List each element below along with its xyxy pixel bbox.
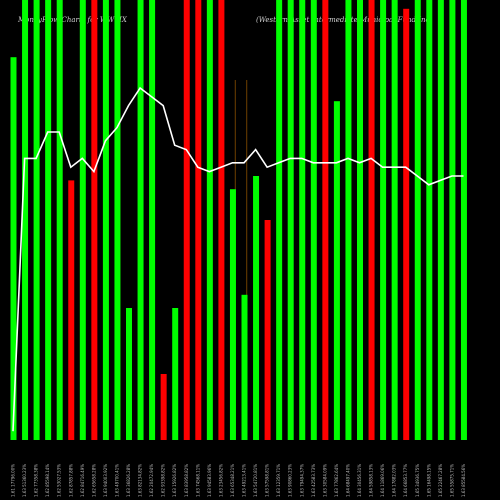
chart-subtitle: (Western Asset Intermediate Municipal Fu… — [256, 16, 433, 24]
bar — [160, 374, 167, 440]
bar — [449, 0, 456, 440]
x-tick-label: 1.63 23456.82% — [218, 464, 223, 497]
x-tick-label: 1.63 74568.11% — [195, 464, 200, 497]
bar — [79, 0, 86, 440]
bar — [380, 0, 387, 440]
x-tick-label: 1.63 51360.23% — [22, 464, 27, 497]
x-tick-label: 1.64 66853.77% — [403, 464, 408, 497]
bar — [426, 0, 433, 440]
bar — [460, 0, 467, 440]
x-tick-label: 1.64 17882.03% — [392, 464, 397, 497]
bar — [195, 0, 202, 440]
x-tick-label: 1.62 85598.14% — [45, 464, 50, 497]
bar — [183, 0, 190, 440]
bar — [149, 0, 156, 440]
x-tick-label: 1.63 90860.23% — [288, 464, 293, 497]
bar — [357, 0, 363, 440]
x-tick-label: 1.63 65348.21% — [230, 464, 235, 497]
x-tick-label: 1.63 49700.41% — [115, 464, 120, 497]
bar — [322, 0, 329, 440]
bar — [333, 101, 340, 440]
bar — [253, 176, 260, 440]
x-tick-label: 1.63 15926.82% — [172, 464, 177, 497]
x-tick-label: 1.64 11869.06% — [380, 464, 385, 497]
bar — [68, 180, 75, 440]
x-tick-label: 1.61 17796.00% — [11, 464, 16, 497]
x-tick-label: 1.62 84716.49% — [80, 464, 85, 497]
x-tick-label: 1.63 82134.82% — [138, 464, 143, 497]
bar — [437, 0, 444, 440]
x-tick-label: 1.63 49213.41% — [242, 464, 247, 497]
bar — [345, 0, 352, 440]
x-tick-label: 1.63 30584.09% — [322, 464, 327, 497]
bar — [102, 0, 109, 440]
bar — [137, 0, 144, 440]
money-flow-line — [12, 86, 464, 432]
x-tick-label: 1.65 16498.15% — [426, 464, 431, 497]
x-tick-label: 1.63 57598.81% — [265, 464, 270, 497]
bar — [218, 0, 225, 440]
bar — [10, 57, 17, 440]
bar — [22, 0, 29, 440]
x-tick-label: 1.65 34936.75% — [415, 464, 420, 497]
chart-title: MoneyFlow Charts for WWSIX — [18, 16, 127, 24]
bar — [114, 0, 121, 440]
x-tick-label: 1.64 68497.40% — [346, 464, 351, 497]
bar — [229, 189, 236, 440]
x-tick-label: 1.63 83958.82% — [184, 464, 189, 497]
x-tick-label: 1.63 36826.28% — [126, 464, 131, 497]
x-tick-label: 1.62 65658.28% — [91, 464, 96, 497]
x-tick-label: 1.62 20472.94% — [149, 464, 154, 497]
bar — [299, 0, 306, 440]
x-tick-label: 1.62 77358.38% — [34, 464, 39, 497]
x-tick-label: 1.64 30456.31% — [357, 464, 362, 497]
x-tick-label: 1.63 94003.92% — [103, 464, 108, 497]
x-tick-label: 1.63 42583.73% — [311, 464, 316, 497]
bar — [264, 220, 271, 440]
x-tick-label: 1.65 55875.71% — [449, 464, 454, 497]
x-tick-label: 1.63 85584.56% — [461, 464, 466, 497]
x-tick-label: 1.65 22467.28% — [438, 464, 443, 497]
x-tick-label: 1.62 53027.53% — [57, 464, 62, 497]
bar — [287, 0, 294, 440]
x-tick-label: 1.63 77862.64% — [334, 464, 339, 497]
bar — [276, 0, 283, 440]
x-tick-label: 1.63 94583.96% — [207, 464, 212, 497]
x-tick-label: 1.64 59858.13% — [369, 464, 374, 497]
x-tick-label: 1.62 87857.88% — [68, 464, 73, 497]
x-tick-label: 1.63 12359.71% — [276, 464, 281, 497]
x-tick-label: 1.63 54720.81% — [253, 464, 258, 497]
bar — [310, 0, 317, 440]
bar — [33, 0, 40, 440]
bar — [414, 0, 421, 440]
bar — [391, 0, 398, 440]
x-tick-label: 1.62 93398.82% — [161, 464, 166, 497]
bar — [241, 294, 248, 440]
bar — [368, 0, 375, 440]
bar — [126, 308, 132, 440]
bar — [91, 0, 98, 440]
bar — [172, 308, 179, 440]
x-tick-label: 1.63 79494.37% — [299, 464, 304, 497]
bar — [403, 8, 410, 441]
bar — [206, 0, 213, 440]
bar — [56, 0, 63, 440]
bar — [45, 0, 52, 440]
